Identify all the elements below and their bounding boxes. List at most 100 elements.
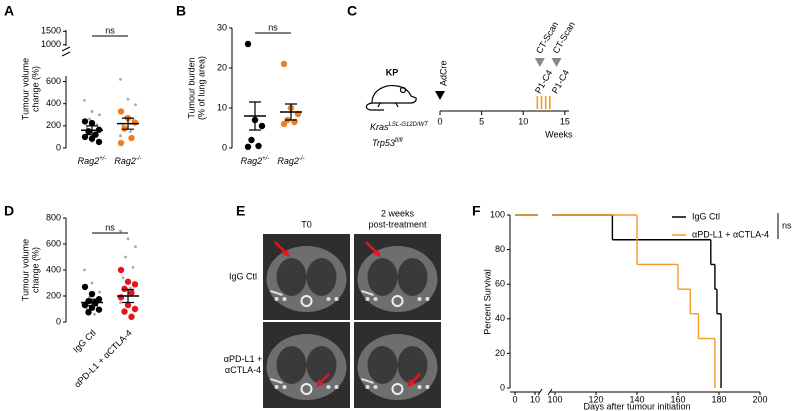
survival-step xyxy=(636,215,678,266)
x-tick-label: 0 xyxy=(512,394,517,404)
y-tick-label: 0 xyxy=(500,382,505,392)
mouse-legs xyxy=(377,102,399,108)
panel-label: B xyxy=(176,3,186,19)
x-tick-label: 180 xyxy=(711,394,726,404)
y-tick-label: 1500 xyxy=(41,26,61,36)
x-tick-label: 0 xyxy=(437,116,442,126)
ct-rib xyxy=(282,385,287,389)
red-arrow-head xyxy=(316,379,324,387)
dot xyxy=(81,133,89,141)
y-tick-label: 60 xyxy=(495,279,505,289)
panel-label: E xyxy=(236,203,245,219)
y-tick-label: 20 xyxy=(217,62,227,72)
survival-step xyxy=(611,215,711,241)
y-tick-label: 0 xyxy=(56,316,61,326)
dot-other xyxy=(90,110,94,113)
ct-rib xyxy=(417,297,422,301)
x-tick-label-sup: +/- xyxy=(262,156,269,162)
ct-bone xyxy=(361,378,374,384)
y-axis-label: (% of lung area) xyxy=(196,56,206,120)
scan-marker xyxy=(534,58,545,67)
gene-label-sup: LSL-G12D/WT xyxy=(389,122,430,128)
ct-spine xyxy=(300,383,313,395)
y-tick-label: 40 xyxy=(495,313,505,323)
axis-break xyxy=(547,388,553,396)
x-tick-label: Rag2+/- xyxy=(241,156,270,167)
legend-label: αPD-L1 + αCTLA-4 xyxy=(692,229,769,239)
dot xyxy=(81,118,89,125)
x-tick-label-main: Rag2 xyxy=(241,156,263,166)
dot xyxy=(85,128,92,135)
dot xyxy=(117,294,125,301)
induction-marker xyxy=(435,91,445,100)
dot xyxy=(128,289,135,296)
column-label: post-treatment xyxy=(368,219,427,229)
ct-lung xyxy=(306,346,337,384)
dot xyxy=(117,108,125,115)
significance-label: ns xyxy=(105,222,115,232)
dot xyxy=(131,281,139,288)
dot-other xyxy=(131,266,135,269)
ct-rib xyxy=(334,385,339,389)
y-tick-label: 800 xyxy=(46,212,61,222)
dot xyxy=(81,301,89,309)
x-tick-label-main: Rag2 xyxy=(78,156,100,166)
row-label: IgG Ctl xyxy=(229,271,257,281)
dot xyxy=(88,135,96,142)
dot-other xyxy=(134,103,137,107)
x-tick-label: Rag2-/- xyxy=(277,156,304,167)
dot-other xyxy=(90,281,94,285)
dot-other xyxy=(121,276,125,280)
x-tick-label-main: IgG Ctl xyxy=(71,328,98,355)
significance-label: ns xyxy=(782,220,792,230)
gene-label-main: Kras xyxy=(370,122,389,132)
ct-rib xyxy=(373,297,378,301)
legend-label: IgG Ctl xyxy=(692,211,720,221)
ct-rib xyxy=(282,297,287,301)
dot-other xyxy=(119,134,122,138)
error-bar xyxy=(249,101,261,131)
x-tick-label: 15 xyxy=(560,116,570,126)
x-tick-label: 140 xyxy=(629,394,644,404)
gene-label: KrasLSL-G12D/WT xyxy=(370,122,429,133)
y-axis-label: change (%) xyxy=(30,247,40,293)
ct-rib xyxy=(326,297,331,301)
y-tick-label: 600 xyxy=(46,76,61,86)
dot xyxy=(85,309,92,316)
significance-label: ns xyxy=(105,25,115,35)
y-axis-label: Tumour burden xyxy=(186,57,196,118)
y-tick-label: 200 xyxy=(46,120,61,130)
dot xyxy=(131,305,139,313)
dot-other xyxy=(119,77,122,81)
panel-label: C xyxy=(347,3,357,19)
survival-step xyxy=(716,289,722,315)
dot xyxy=(88,119,96,127)
ct-lung xyxy=(367,346,398,384)
x-tick-label-sup: -/- xyxy=(136,156,142,162)
dot xyxy=(81,283,89,291)
dot xyxy=(124,278,132,285)
panel-label: D xyxy=(4,203,14,219)
y-axis-label: change (%) xyxy=(30,66,40,112)
dot xyxy=(280,60,288,68)
dot-other xyxy=(119,301,122,304)
y-axis-label: Percent Survival xyxy=(482,269,492,335)
error-bar xyxy=(86,125,98,136)
x-tick-label: Rag2+/- xyxy=(78,156,107,167)
x-tick-label-sup: -/- xyxy=(299,156,305,162)
y-tick-label: 30 xyxy=(217,22,227,32)
dot xyxy=(244,40,252,48)
ct-rib xyxy=(373,385,378,389)
ct-spine xyxy=(391,383,404,395)
ct-rib xyxy=(425,297,430,301)
mouse-icon xyxy=(365,85,417,111)
dot-other xyxy=(124,255,127,259)
dot-other xyxy=(88,117,91,121)
dot xyxy=(131,119,139,126)
gene-label-main: Trp53 xyxy=(372,138,395,148)
axis-break xyxy=(61,46,71,52)
survival-step xyxy=(714,264,717,290)
dot xyxy=(121,308,128,315)
treatment-label: P1-C4 xyxy=(550,68,571,95)
x-tick-label: Rag2-/- xyxy=(114,156,141,167)
